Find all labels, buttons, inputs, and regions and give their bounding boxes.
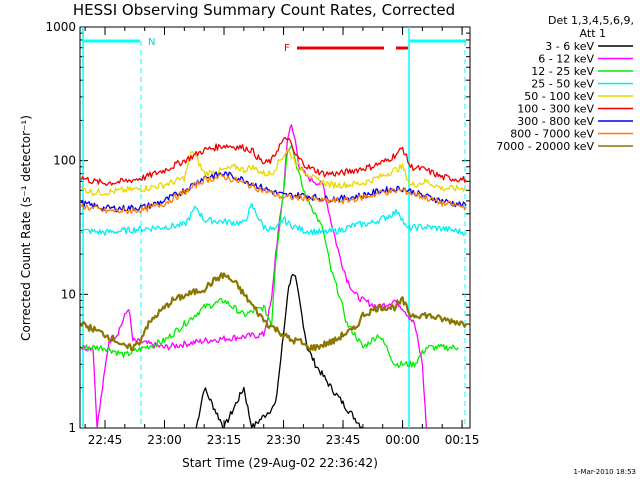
attenuator-label: N: [148, 37, 155, 48]
series-line: [81, 124, 428, 428]
y-axis-ticks: 1 10 100 1000: [45, 20, 470, 435]
series-line: [80, 173, 467, 215]
series-line: [80, 145, 459, 369]
legend-entry-label: 7000 - 20000 keV: [496, 140, 594, 153]
series-line: [80, 272, 467, 352]
legend-entry-label: 100 - 300 keV: [517, 103, 594, 116]
x-axis-label: Start Time (29-Aug-02 22:36:42): [182, 456, 378, 470]
series-line: [80, 148, 467, 197]
y-tick-label: 1000: [45, 20, 76, 34]
y-tick-label: 100: [53, 154, 76, 168]
series-line: [80, 136, 467, 187]
x-tick-label: 23:30: [266, 433, 301, 447]
x-tick-label: 23:15: [207, 433, 242, 447]
legend-entry-label: 3 - 6 keV: [545, 40, 594, 53]
y-axis-label: Corrected Count Rate (s⁻¹ detector⁻¹): [19, 115, 33, 341]
legend-entry-label: 800 - 7000 keV: [510, 128, 594, 141]
legend-entry-label: 50 - 100 keV: [524, 90, 594, 103]
x-tick-label: 00:00: [385, 433, 420, 447]
x-tick-label: 23:00: [147, 433, 182, 447]
series-line: [195, 273, 364, 428]
series-lines: [80, 124, 467, 428]
legend-entry-label: 6 - 12 keV: [538, 53, 594, 66]
generation-timestamp: 1-Mar-2010 18:53: [574, 468, 636, 476]
x-tick-label: 22:45: [88, 433, 123, 447]
chart-title: HESSI Observing Summary Count Rates, Cor…: [73, 1, 455, 19]
x-tick-label: 23:45: [326, 433, 361, 447]
y-tick-label: 1: [68, 421, 76, 435]
legend-entry-label: 300 - 800 keV: [517, 115, 594, 128]
series-line: [80, 202, 467, 237]
plot-frame: [79, 26, 471, 429]
y-tick-label: 10: [61, 287, 76, 301]
x-tick-label: 00:15: [445, 433, 480, 447]
legend-entry-label: 12 - 25 keV: [531, 65, 594, 78]
legend-header-line-2: Att 1: [580, 27, 606, 40]
x-axis-ticks: 22:45 23:00 23:15 23:30 23:45 00:00 00:15: [84, 27, 480, 447]
legend-entry-label: 25 - 50 keV: [531, 78, 594, 91]
legend-header-line-1: Det 1,3,4,5,6,9,: [548, 14, 634, 27]
flare-label: F: [284, 43, 290, 54]
